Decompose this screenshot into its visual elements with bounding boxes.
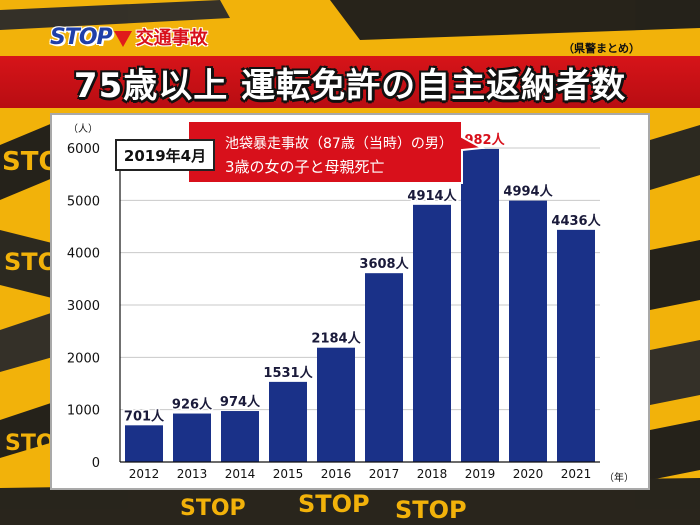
x-tick-label: 2016 [321, 467, 352, 481]
stop-logo: STOP 交通事故 [50, 24, 208, 50]
accident-annotation: 2019年4月 池袋暴走事故（87歳（当時）の男） 3歳の女の子と母親死亡 [115, 120, 486, 184]
x-tick-label: 2017 [369, 467, 400, 481]
title-band: 75歳以上 運転免許の自主返納者数 [0, 56, 700, 108]
bg-stop-text: STOP [180, 496, 246, 521]
y-tick-label: 5000 [67, 194, 100, 209]
bar-2020 [509, 200, 547, 462]
y-tick-label: 2000 [67, 351, 100, 366]
bar-2018 [413, 204, 451, 463]
x-tick-label: 2013 [177, 467, 208, 481]
x-tick-label: 2019 [465, 467, 496, 481]
data-label-2015: 1531人 [263, 365, 313, 381]
x-tick-label: 2012 [129, 467, 160, 481]
data-label-2016: 2184人 [311, 331, 361, 347]
bar-2012 [125, 425, 163, 462]
data-label-2014: 974人 [220, 394, 261, 410]
bar-2014 [221, 411, 259, 462]
x-tick-label: 2018 [417, 467, 448, 481]
bg-stop-text: STOP [395, 496, 467, 524]
bg-stop-text: STOP [298, 490, 370, 518]
bar-2019 [461, 148, 499, 462]
x-tick-label: 2014 [225, 467, 256, 481]
data-label-2012: 701人 [124, 408, 165, 424]
bar-2017 [365, 273, 403, 462]
data-label-2013: 926人 [172, 397, 213, 413]
y-tick-label: 3000 [67, 299, 100, 314]
logo-stop-text: STOP [50, 24, 113, 50]
logo-subtitle: 交通事故 [135, 28, 208, 49]
data-label-2021: 4436人 [551, 213, 601, 229]
annotation-line-2: 3歳の女の子と母親死亡 [225, 158, 385, 176]
data-label-2020: 4994人 [503, 184, 553, 200]
y-tick-label: 4000 [67, 247, 100, 262]
bar-2013 [173, 413, 211, 462]
page-title: 75歳以上 運転免許の自主返納者数 [73, 65, 627, 106]
bar-2015 [269, 381, 307, 462]
annotation-date: 2019年4月 [124, 147, 206, 165]
prefecture-note: （県警まとめ） [563, 42, 640, 55]
bar-2016 [317, 347, 355, 462]
y-axis-unit: （人） [68, 123, 98, 135]
x-axis-unit: （年） [604, 471, 634, 484]
y-tick-label: 6000 [67, 142, 100, 157]
data-label-2018: 4914人 [407, 188, 457, 204]
annotation-line-1: 池袋暴走事故（87歳（当時）の男） [225, 136, 453, 152]
x-tick-label: 2020 [513, 467, 544, 481]
yield-sign-icon [113, 31, 132, 47]
x-tick-label: 2021 [561, 467, 592, 481]
data-label-2017: 3608人 [359, 256, 409, 272]
y-tick-label: 1000 [67, 404, 100, 419]
x-tick-label: 2015 [273, 467, 304, 481]
y-tick-label: 0 [92, 456, 100, 471]
bar-2021 [557, 229, 595, 462]
